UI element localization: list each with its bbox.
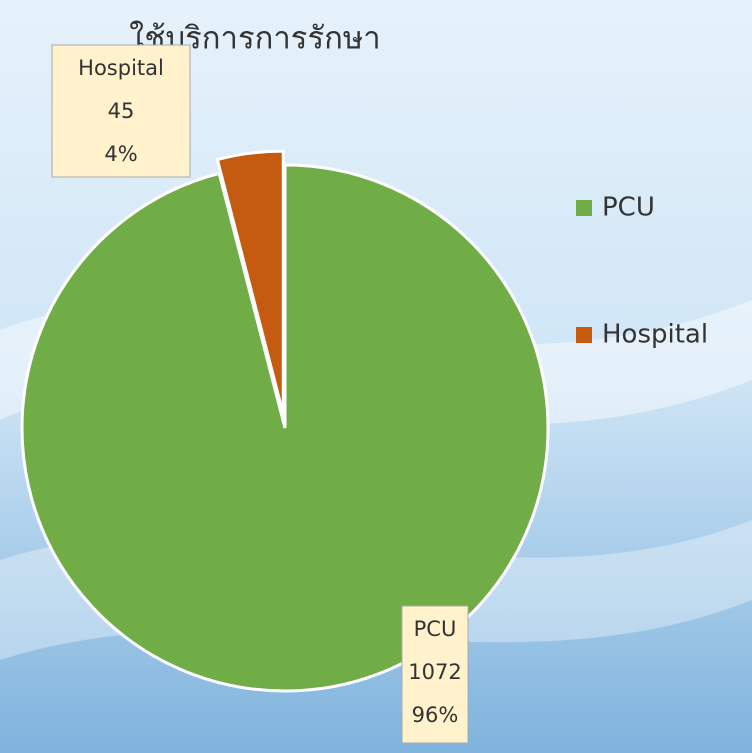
legend-swatch — [576, 200, 592, 216]
data-label-name: PCU — [414, 617, 457, 641]
data-label-value: 1072 — [408, 660, 461, 684]
data-label-box — [51, 44, 191, 178]
data-label-box — [401, 605, 469, 744]
data-label-name: Hospital — [78, 56, 164, 80]
data-label-percent: 4% — [104, 142, 137, 166]
pie-slice — [20, 163, 550, 693]
pie-slice — [215, 149, 285, 415]
legend-label: Hospital — [602, 320, 708, 350]
legend-swatch — [576, 327, 592, 343]
legend-label: PCU — [602, 193, 655, 223]
data-label-percent: 96% — [412, 703, 459, 727]
data-label-value: 45 — [108, 99, 135, 123]
